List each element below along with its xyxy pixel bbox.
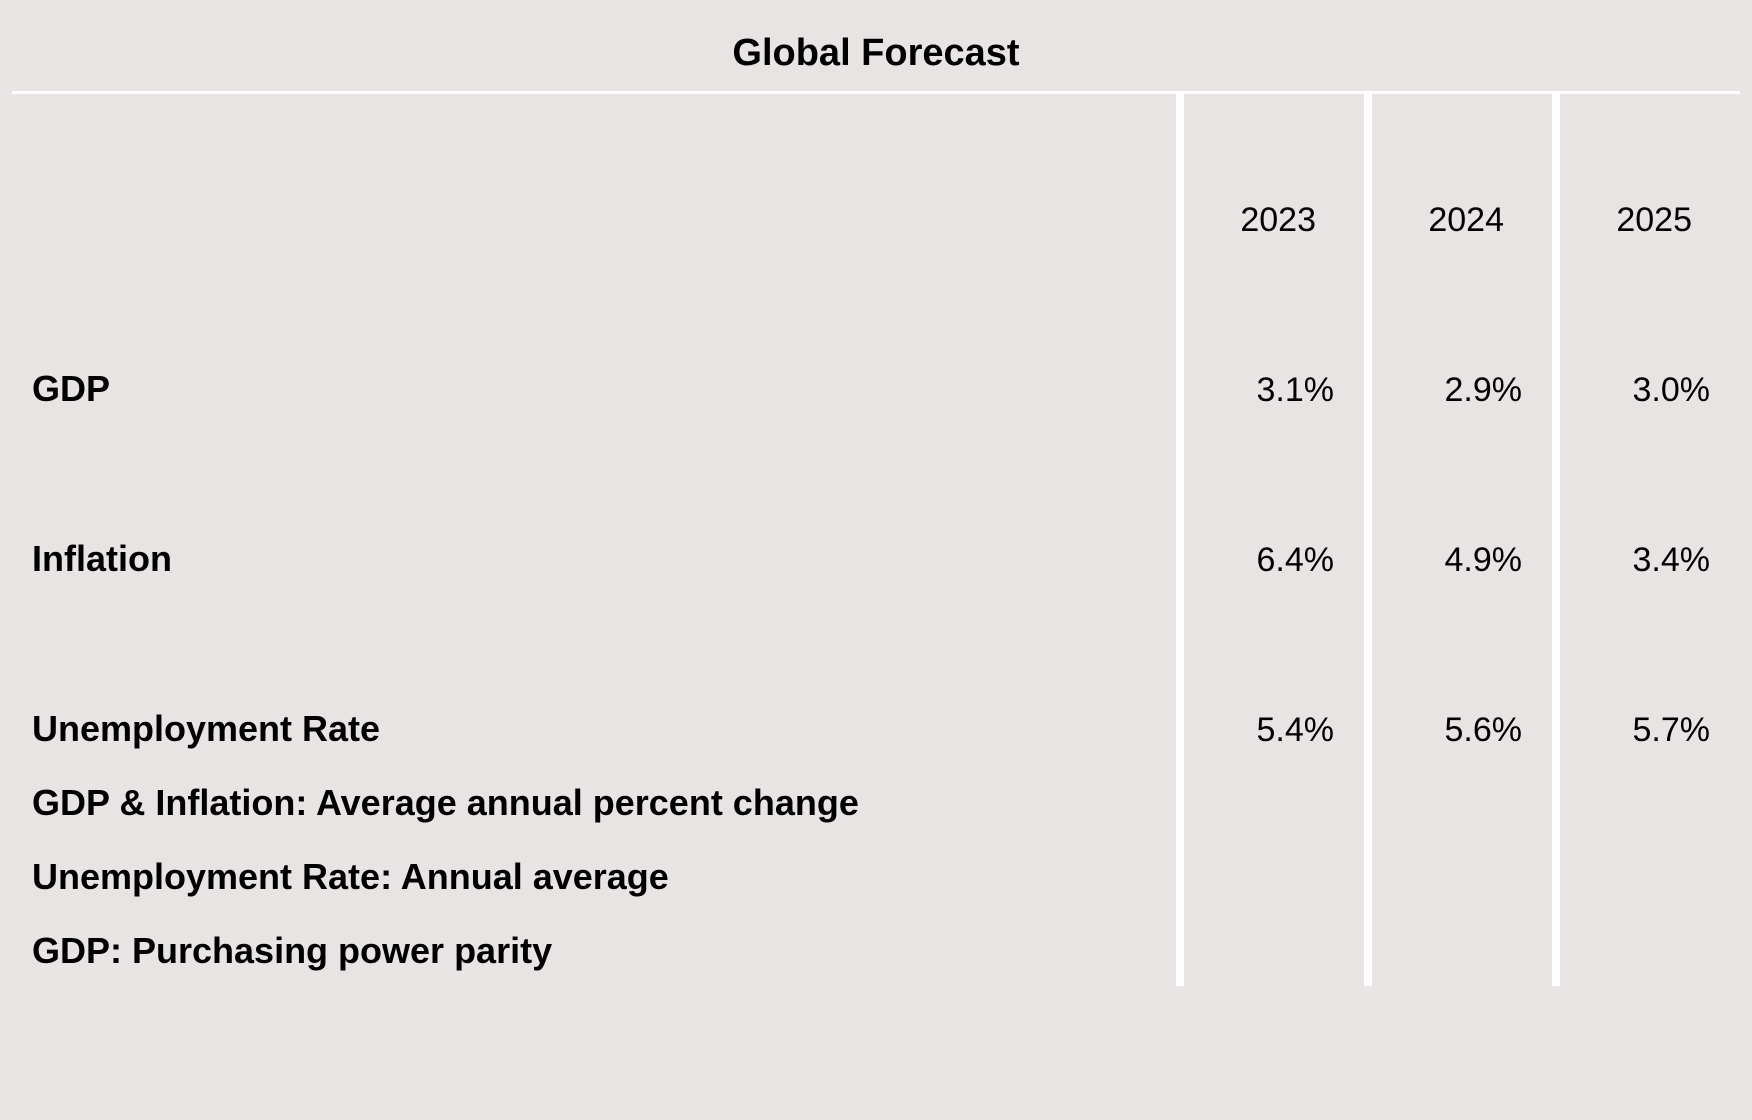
table-row: Inflation 6.4% 4.9% 3.4%	[12, 424, 1740, 594]
title-row: Global Forecast	[12, 12, 1740, 94]
table-header-row: 2023 2024 2025	[12, 94, 1740, 254]
cell-gdp-2024: 2.9%	[1364, 254, 1552, 424]
cell-unemployment-2024: 5.6%	[1364, 594, 1552, 764]
cell-inflation-2025: 3.4%	[1552, 424, 1740, 594]
table-row: Unemployment Rate 5.4% 5.6% 5.7%	[12, 594, 1740, 764]
row-label-gdp: GDP	[12, 254, 1176, 424]
header-year-2023: 2023	[1176, 94, 1364, 254]
cell-gdp-2025: 3.0%	[1552, 254, 1740, 424]
cell-inflation-2023: 6.4%	[1176, 424, 1364, 594]
cell-unemployment-2023: 5.4%	[1176, 594, 1364, 764]
note-empty-cell	[1552, 912, 1740, 986]
table-title: Global Forecast	[732, 32, 1019, 74]
note-2: Unemployment Rate: Annual average	[12, 838, 1176, 912]
cell-gdp-2023: 3.1%	[1176, 254, 1364, 424]
header-year-2025: 2025	[1552, 94, 1740, 254]
cell-unemployment-2025: 5.7%	[1552, 594, 1740, 764]
table-note-row: GDP & Inflation: Average annual percent …	[12, 764, 1740, 838]
header-empty	[12, 94, 1176, 254]
note-empty-cell	[1364, 912, 1552, 986]
row-label-inflation: Inflation	[12, 424, 1176, 594]
note-empty-cell	[1364, 764, 1552, 838]
forecast-table: 2023 2024 2025 GDP 3.1% 2.9% 3.0% Inflat…	[12, 94, 1740, 986]
note-3: GDP: Purchasing power parity	[12, 912, 1176, 986]
table-note-row: GDP: Purchasing power parity	[12, 912, 1740, 986]
table-note-row: Unemployment Rate: Annual average	[12, 838, 1740, 912]
table-row: GDP 3.1% 2.9% 3.0%	[12, 254, 1740, 424]
note-empty-cell	[1364, 838, 1552, 912]
header-year-2024: 2024	[1364, 94, 1552, 254]
note-empty-cell	[1552, 764, 1740, 838]
note-empty-cell	[1176, 912, 1364, 986]
cell-inflation-2024: 4.9%	[1364, 424, 1552, 594]
forecast-table-container: Global Forecast 2023 2024 2025 GDP 3.1% …	[0, 0, 1752, 998]
note-empty-cell	[1176, 838, 1364, 912]
note-empty-cell	[1552, 838, 1740, 912]
note-empty-cell	[1176, 764, 1364, 838]
row-label-unemployment: Unemployment Rate	[12, 594, 1176, 764]
note-1: GDP & Inflation: Average annual percent …	[12, 764, 1176, 838]
